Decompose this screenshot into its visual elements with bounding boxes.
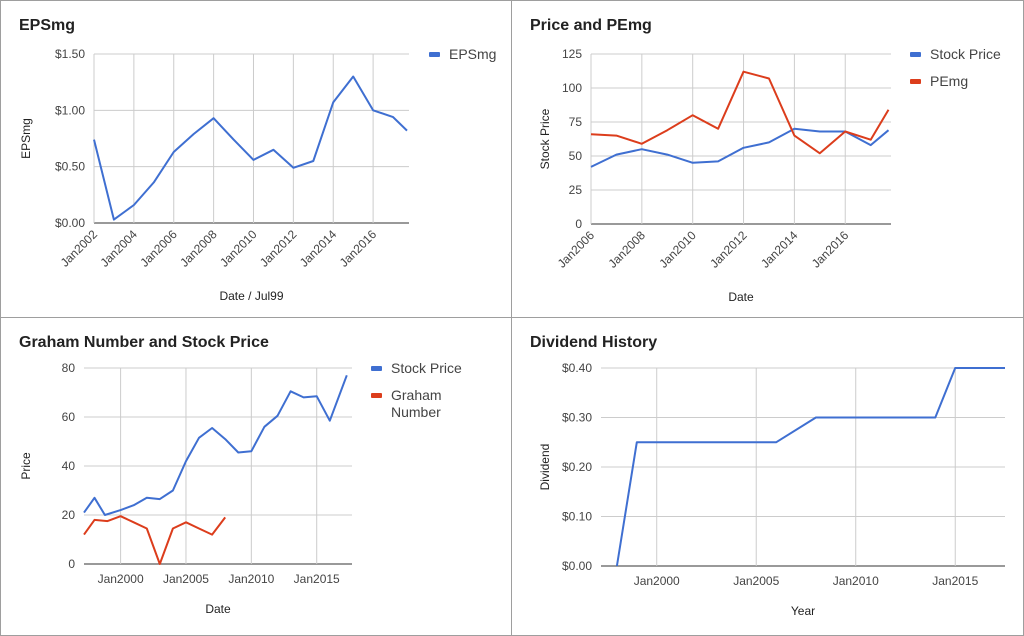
- y-tick-label: 40: [62, 459, 76, 473]
- y-axis-label: Dividend: [538, 444, 552, 491]
- x-tick-label: Jan2012: [707, 228, 750, 271]
- x-tick-label: Jan2008: [606, 228, 649, 271]
- legend-swatch: [371, 366, 382, 371]
- x-axis-label: Date: [205, 602, 231, 616]
- legend-label: Stock Price: [391, 360, 462, 376]
- chart-panel-pe: Price and PEmg 0 25 50 75 100 125 Jan2006 Jan20…: [511, 0, 1024, 318]
- y-tick-label: $0.50: [55, 160, 85, 174]
- y-tick-label: 20: [62, 508, 76, 522]
- chart-panel-dividend: Dividend History $0.00 $0.10 $0.20 $0.30 $0.…: [511, 317, 1024, 636]
- y-tick-label: 0: [575, 217, 582, 231]
- x-tick-label: Jan2015: [294, 572, 340, 586]
- legend-swatch: [910, 52, 921, 57]
- x-tick-label: Jan2016: [809, 228, 852, 271]
- legend-swatch: [371, 393, 382, 398]
- y-axis-label: Stock Price: [538, 108, 552, 169]
- x-axis-label: Date / Jul99: [219, 289, 283, 303]
- series-line-1: [83, 374, 348, 516]
- x-tick-label: Jan2004: [98, 227, 141, 270]
- y-tick-label: $0.00: [55, 216, 85, 230]
- y-tick-label: $0.10: [562, 510, 592, 524]
- x-axis-label: Date: [728, 290, 754, 304]
- legend-swatch: [429, 52, 440, 57]
- y-tick-label: $0.20: [562, 460, 592, 474]
- x-tick-label: Jan2000: [634, 574, 680, 588]
- y-tick-label: $0.30: [562, 411, 592, 425]
- legend-label: PEmg: [930, 73, 968, 89]
- x-tick-label: Jan2010: [228, 572, 274, 586]
- y-tick-label: $1.50: [55, 47, 85, 61]
- y-tick-label: 60: [62, 410, 76, 424]
- x-tick-label: Jan2015: [932, 574, 978, 588]
- x-tick-label: Jan2014: [297, 227, 340, 270]
- x-tick-label: Jan2010: [656, 228, 699, 271]
- graham-chart-svg: 0 20 40 60 80 Jan2000 Jan2005 Jan2010 Jan2015 Dat…: [19, 360, 462, 616]
- x-tick-label: Jan2006: [555, 228, 598, 271]
- x-tick-label: Jan2010: [217, 227, 260, 270]
- y-tick-label: 100: [562, 81, 582, 95]
- chart-panel-eps: EPSmg $0.00 $0.50 $1.00 $1.50 Jan2002 Jan2004…: [0, 0, 512, 318]
- x-tick-label: Jan2002: [58, 227, 101, 270]
- y-axis-label: EPSmg: [19, 118, 33, 159]
- y-tick-label: 50: [569, 149, 583, 163]
- chart-title: Graham Number and Stock Price: [19, 334, 269, 351]
- x-axis-label: Year: [791, 604, 815, 618]
- x-tick-label: Jan2014: [758, 228, 801, 271]
- x-tick-label: Jan2005: [163, 572, 209, 586]
- eps-chart-svg: $0.00$0.50$1.00$1.50Jan2002Jan2004Jan200…: [19, 46, 496, 303]
- chart-title: EPSmg: [19, 17, 76, 34]
- series-line-2: [83, 515, 226, 565]
- x-tick-label: Jan2000: [98, 572, 144, 586]
- x-tick-label: Jan2005: [733, 574, 779, 588]
- series-line-1: [615, 367, 1005, 567]
- dividend-chart-svg: $0.00 $0.10 $0.20 $0.30 $0.40 Jan2000 Jan2005 J…: [538, 361, 1005, 618]
- y-tick-label: $1.00: [55, 103, 85, 117]
- y-tick-label: 25: [569, 183, 583, 197]
- series-line-1: [93, 75, 408, 221]
- x-tick-label: Jan2016: [337, 227, 380, 270]
- x-tick-label: Jan2006: [137, 227, 180, 270]
- y-tick-label: 125: [562, 47, 582, 61]
- chart-title: Dividend History: [530, 334, 658, 351]
- chart-title: Price and PEmg: [530, 17, 652, 34]
- y-tick-label: 80: [62, 361, 76, 375]
- legend-label: Graham Number: [391, 387, 442, 420]
- x-tick-label: Jan2012: [257, 227, 300, 270]
- series-line-1: [590, 127, 890, 168]
- chart-panel-graham: Graham Number and Stock Price 0 20 40 60 80 J…: [0, 317, 512, 636]
- y-axis-label: Price: [19, 452, 33, 480]
- y-tick-label: $0.00: [562, 559, 592, 573]
- y-tick-label: 0: [68, 557, 75, 571]
- y-tick-label: $0.40: [562, 361, 592, 375]
- series-line-2: [590, 70, 890, 155]
- x-tick-label: Jan2010: [833, 574, 879, 588]
- legend-label: Stock Price: [930, 46, 1001, 62]
- x-tick-label: Jan2008: [177, 227, 220, 270]
- y-tick-label: 75: [569, 115, 583, 129]
- legend-swatch: [910, 79, 921, 84]
- legend-label: EPSmg: [449, 46, 496, 62]
